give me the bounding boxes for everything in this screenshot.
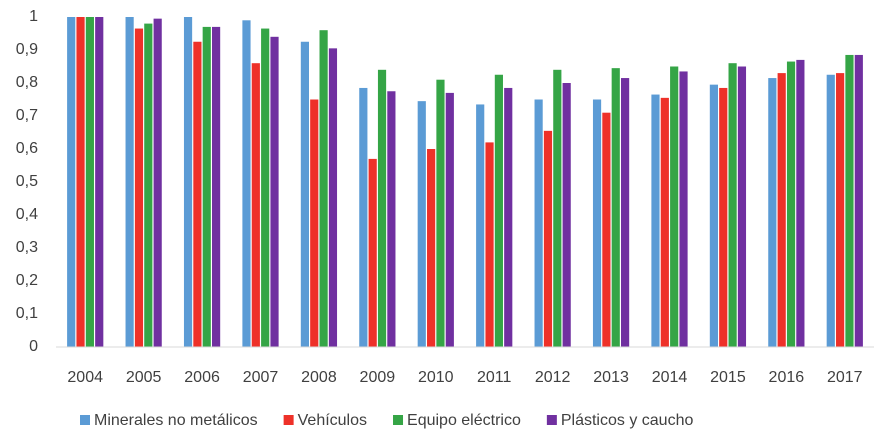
bar xyxy=(387,91,396,347)
bar xyxy=(310,99,319,347)
x-tick-label: 2016 xyxy=(769,369,805,386)
bar xyxy=(786,61,796,348)
x-tick-label: 2013 xyxy=(593,369,629,386)
bar xyxy=(144,23,153,347)
bar xyxy=(242,20,251,348)
y-tick-label: 0 xyxy=(29,338,38,355)
bar xyxy=(602,112,611,347)
bar xyxy=(728,63,737,347)
y-tick-label: 0,5 xyxy=(16,173,38,190)
bar xyxy=(125,17,134,347)
legend-swatch xyxy=(283,415,294,425)
bar xyxy=(719,87,728,347)
bar xyxy=(476,104,485,347)
x-tick-label: 2007 xyxy=(243,369,279,386)
bar xyxy=(836,73,845,347)
bar xyxy=(592,99,602,347)
x-tick-label: 2011 xyxy=(477,369,512,386)
x-tick-label: 2014 xyxy=(652,369,688,386)
bar xyxy=(251,63,260,347)
bar xyxy=(709,84,718,348)
bar xyxy=(153,18,162,348)
bar xyxy=(85,17,94,347)
bar xyxy=(436,79,445,347)
bar xyxy=(670,66,679,347)
x-tick-label: 2006 xyxy=(184,369,220,386)
x-tick-label: 2015 xyxy=(710,369,746,386)
bar xyxy=(427,149,436,347)
bar xyxy=(368,158,377,347)
bar xyxy=(543,130,553,347)
y-tick-label: 0,7 xyxy=(16,107,38,124)
legend-swatch xyxy=(393,415,404,425)
bar xyxy=(768,78,777,348)
bar xyxy=(76,17,85,347)
bar xyxy=(300,41,309,347)
legend-swatch xyxy=(546,415,557,425)
x-tick-label: 2012 xyxy=(535,369,571,386)
bar xyxy=(534,99,543,347)
bar xyxy=(134,28,144,348)
bar xyxy=(377,69,387,348)
x-tick-label: 2010 xyxy=(418,369,454,386)
bar xyxy=(485,142,494,347)
bar xyxy=(826,74,835,347)
bar xyxy=(319,30,328,347)
legend-label: Vehículos xyxy=(298,412,367,429)
bar xyxy=(270,36,279,348)
y-tick-label: 0,3 xyxy=(16,239,38,256)
legend-label: Minerales no metálicos xyxy=(94,412,258,429)
bar xyxy=(845,54,854,347)
legend-label: Plásticos y caucho xyxy=(561,412,694,429)
x-tick-label: 2017 xyxy=(827,369,863,386)
bar xyxy=(202,26,211,348)
bar xyxy=(359,87,368,347)
bar xyxy=(67,17,76,347)
x-tick-label: 2005 xyxy=(126,369,162,386)
bar xyxy=(417,101,426,348)
bar xyxy=(328,48,338,347)
bar xyxy=(193,41,202,347)
bar xyxy=(212,26,221,348)
x-tick-label: 2008 xyxy=(301,369,337,386)
bar xyxy=(679,71,688,347)
bar xyxy=(621,78,630,348)
y-tick-label: 0,4 xyxy=(16,206,38,223)
y-tick-label: 0,2 xyxy=(16,272,38,289)
legend-swatch xyxy=(80,415,90,425)
bar xyxy=(854,54,863,347)
bar xyxy=(445,92,454,348)
bar xyxy=(95,17,104,347)
y-tick-label: 1 xyxy=(29,8,38,25)
bar xyxy=(651,94,660,347)
bar xyxy=(737,66,747,347)
bar xyxy=(553,69,562,348)
bar xyxy=(562,83,571,347)
bar xyxy=(660,97,669,347)
y-tick-label: 0,6 xyxy=(16,140,38,157)
bar xyxy=(183,17,193,347)
bar xyxy=(261,28,270,348)
y-tick-label: 0,9 xyxy=(16,41,38,58)
bar xyxy=(611,68,620,348)
y-tick-label: 0,8 xyxy=(16,74,38,91)
bar xyxy=(494,74,503,347)
legend-label: Equipo eléctrico xyxy=(407,412,521,429)
bar xyxy=(796,59,805,348)
y-tick-label: 0,1 xyxy=(16,305,38,322)
x-tick-label: 2004 xyxy=(67,369,103,386)
bar xyxy=(504,87,513,347)
x-tick-label: 2009 xyxy=(360,369,396,386)
bar xyxy=(777,73,786,347)
